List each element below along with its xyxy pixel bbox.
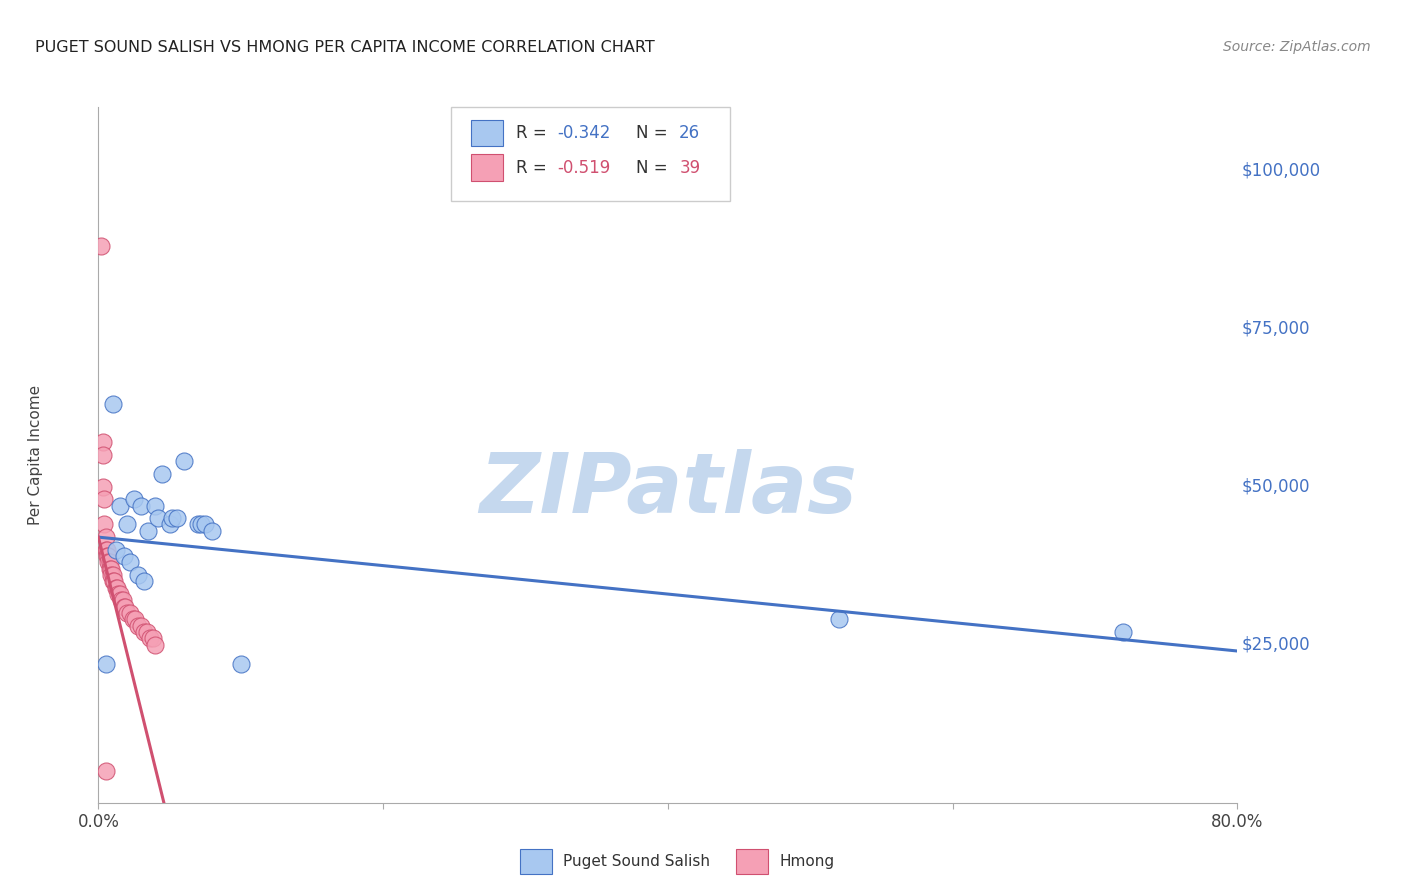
Point <box>94 542 117 557</box>
Point <box>112 599 135 614</box>
Text: 39: 39 <box>679 159 700 177</box>
Point <box>190 517 212 532</box>
Point <box>101 397 124 411</box>
Point <box>108 499 131 513</box>
Point <box>91 479 114 493</box>
Text: $75,000: $75,000 <box>1241 319 1310 337</box>
Point <box>132 574 155 589</box>
Point <box>101 568 124 582</box>
Point <box>127 618 149 632</box>
Point <box>118 556 141 570</box>
Point <box>828 612 851 626</box>
Point <box>132 625 155 640</box>
Point <box>194 517 217 532</box>
Point <box>173 454 195 468</box>
Point <box>97 556 120 570</box>
Point <box>187 517 209 532</box>
Point <box>124 612 146 626</box>
Point <box>148 511 170 525</box>
Point <box>100 562 122 576</box>
Point <box>100 568 122 582</box>
Point <box>136 524 159 538</box>
Point <box>94 764 117 779</box>
Point <box>91 435 114 450</box>
Point <box>145 638 167 652</box>
Point <box>94 657 117 671</box>
Point <box>159 517 181 532</box>
Point <box>129 618 152 632</box>
Point <box>96 542 118 557</box>
Text: N =: N = <box>636 159 673 177</box>
Point <box>118 606 141 620</box>
Point <box>101 574 124 589</box>
Point <box>112 549 135 563</box>
Point <box>103 574 125 589</box>
Point <box>115 606 138 620</box>
Point <box>90 239 112 253</box>
Point <box>115 517 138 532</box>
Point <box>201 524 224 538</box>
FancyBboxPatch shape <box>471 120 503 146</box>
Point <box>96 549 118 563</box>
Point <box>107 587 129 601</box>
Point <box>141 632 163 646</box>
Text: $50,000: $50,000 <box>1241 477 1310 496</box>
Point <box>98 562 121 576</box>
Point <box>105 581 128 595</box>
Point <box>121 612 143 626</box>
Point <box>127 568 149 582</box>
Text: $100,000: $100,000 <box>1241 161 1320 179</box>
FancyBboxPatch shape <box>471 154 503 181</box>
Text: Hmong: Hmong <box>779 855 835 870</box>
Point <box>145 499 167 513</box>
Point <box>152 467 174 481</box>
Point <box>97 549 120 563</box>
FancyBboxPatch shape <box>737 849 768 874</box>
Text: R =: R = <box>516 124 553 142</box>
Point <box>1112 625 1135 640</box>
Text: N =: N = <box>636 124 673 142</box>
Point <box>166 511 188 525</box>
Point <box>104 581 127 595</box>
Text: Puget Sound Salish: Puget Sound Salish <box>562 855 710 870</box>
Point <box>122 492 145 507</box>
Point <box>93 517 115 532</box>
Point <box>104 542 127 557</box>
FancyBboxPatch shape <box>520 849 551 874</box>
Text: $25,000: $25,000 <box>1241 636 1310 654</box>
Text: ZIPatlas: ZIPatlas <box>479 450 856 530</box>
Text: -0.519: -0.519 <box>557 159 610 177</box>
Text: R =: R = <box>516 159 553 177</box>
Point <box>93 492 115 507</box>
Point <box>162 511 184 525</box>
Point <box>114 599 136 614</box>
Point <box>108 587 131 601</box>
Text: Source: ZipAtlas.com: Source: ZipAtlas.com <box>1223 40 1371 54</box>
Point <box>91 448 114 462</box>
Point <box>111 593 134 607</box>
Text: Per Capita Income: Per Capita Income <box>28 384 44 525</box>
Point <box>129 499 152 513</box>
Text: 26: 26 <box>679 124 700 142</box>
Point <box>229 657 252 671</box>
Text: -0.342: -0.342 <box>557 124 610 142</box>
Point <box>135 625 157 640</box>
Point <box>94 530 117 544</box>
Point <box>138 632 160 646</box>
Text: PUGET SOUND SALISH VS HMONG PER CAPITA INCOME CORRELATION CHART: PUGET SOUND SALISH VS HMONG PER CAPITA I… <box>35 40 655 55</box>
FancyBboxPatch shape <box>451 107 731 201</box>
Point <box>110 593 132 607</box>
Point <box>98 556 121 570</box>
